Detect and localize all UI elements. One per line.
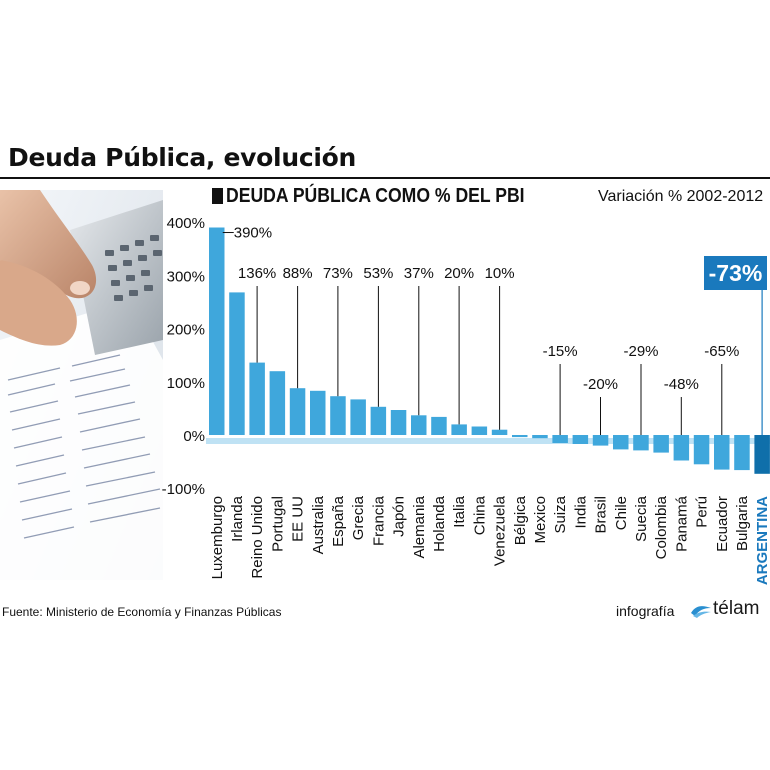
x-tick-label: Francia	[370, 495, 387, 546]
x-tick-label: ARGENTINA	[754, 496, 770, 585]
data-label: 88%	[283, 265, 313, 282]
bar-bélgica	[512, 435, 528, 438]
x-tick-label: Alemania	[411, 495, 428, 558]
x-tick-label: Japón	[391, 496, 408, 537]
bar-italia	[451, 424, 467, 435]
bar-españa	[330, 396, 346, 435]
x-tick-label: Panamá	[673, 495, 690, 552]
bar-india	[572, 435, 589, 444]
bar-suecia	[633, 435, 649, 451]
data-label: 53%	[363, 265, 393, 282]
data-label: 136%	[238, 265, 276, 282]
data-label: 390%	[234, 225, 272, 242]
x-tick-label: Suecia	[633, 495, 650, 542]
bar-panamá	[673, 435, 690, 461]
x-tick-label: Portugal	[269, 496, 286, 552]
x-tick-label: China	[471, 495, 488, 535]
chart-title: DEUDA PÚBLICA COMO % DEL PBI	[226, 185, 525, 207]
data-label: 73%	[323, 265, 353, 282]
x-tick-label: Colombia	[653, 495, 670, 559]
data-label: 20%	[444, 265, 474, 282]
data-label: -48%	[664, 376, 699, 393]
bar-grecia	[350, 399, 366, 435]
x-tick-label: Luxemburgo	[209, 496, 226, 579]
y-tick-label: 400%	[167, 215, 205, 232]
x-tick-label: Bulgaria	[734, 495, 751, 551]
bar-ecuador	[714, 435, 730, 470]
source-note: Fuente: Ministerio de Economía y Finanza…	[2, 605, 282, 619]
data-label: 10%	[485, 265, 515, 282]
bar-ee-uu	[289, 388, 306, 435]
x-tick-label: Chile	[613, 496, 630, 530]
data-label: -15%	[543, 343, 578, 360]
x-tick-label: EE UU	[290, 496, 307, 542]
x-tick-label: Bélgica	[512, 495, 529, 545]
y-tick-label: 0%	[183, 428, 205, 445]
bar-bulgaria	[734, 435, 750, 471]
x-tick-label: Australia	[310, 495, 327, 554]
x-tick-label: Perú	[694, 496, 711, 528]
x-tick-label: Holanda	[431, 495, 448, 552]
credit-prefix: infografía	[616, 603, 675, 619]
x-tick-label: Italia	[451, 495, 468, 527]
calculator-photo	[0, 190, 163, 580]
bar-colombia	[653, 435, 669, 453]
bar-irlanda	[229, 292, 245, 435]
bar-holanda	[431, 416, 447, 435]
x-tick-label: Suiza	[552, 495, 569, 533]
bar-venezuela	[491, 429, 508, 435]
bar-reino-unido	[249, 362, 265, 435]
x-tick-label: Brasil	[593, 496, 610, 534]
bar-argentina	[754, 435, 770, 474]
x-tick-label: Reino Unido	[249, 496, 266, 579]
data-label: 37%	[404, 265, 434, 282]
highlight-label-box	[704, 256, 767, 290]
y-tick-label: 300%	[167, 268, 205, 285]
x-tick-label: India	[572, 495, 589, 528]
telam-wave-icon	[691, 606, 711, 618]
chart-subtitle: Variación % 2002-2012	[598, 188, 764, 205]
x-tick-label: Venezuela	[492, 495, 509, 566]
bar-japón	[390, 410, 407, 435]
data-label: -65%	[704, 343, 739, 360]
data-label: -20%	[583, 376, 618, 393]
bar-francia	[370, 406, 387, 435]
subtitle-marker	[212, 188, 223, 204]
bar-mexico	[532, 435, 548, 439]
x-tick-label: Grecia	[350, 495, 367, 540]
zero-band	[206, 438, 770, 444]
bar-alemania	[411, 415, 427, 435]
x-tick-label: Irlanda	[229, 495, 246, 542]
x-tick-label: Mexico	[532, 496, 549, 544]
bar-brasil	[592, 435, 609, 446]
data-label: -29%	[623, 343, 658, 360]
bar-chile	[613, 435, 629, 450]
bar-australia	[310, 390, 326, 435]
bar-suiza	[552, 435, 568, 443]
x-tick-label: Ecuador	[714, 496, 731, 552]
y-tick-label: -100%	[162, 481, 205, 498]
x-tick-label: España	[330, 495, 347, 547]
highlight-label: -73%	[709, 260, 763, 286]
bar-perú	[693, 435, 710, 465]
credit-brand: télam	[713, 598, 760, 619]
page-title: Deuda Pública, evolución	[8, 143, 356, 172]
title-divider	[0, 177, 770, 179]
bar-china	[471, 426, 488, 435]
bar-luxemburgo	[209, 227, 225, 435]
y-tick-label: 200%	[167, 322, 205, 339]
y-tick-label: 100%	[167, 375, 205, 392]
bar-portugal	[269, 371, 286, 435]
